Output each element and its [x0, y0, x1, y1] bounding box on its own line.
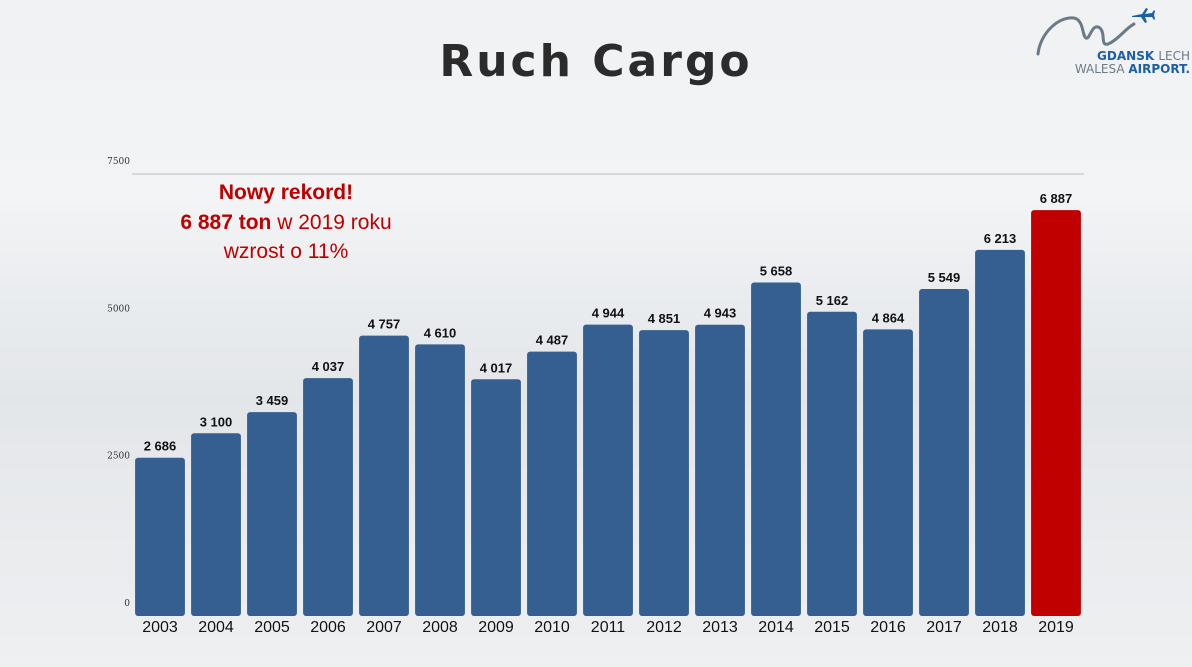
- record-value: 6 887 ton w 2019 roku: [140, 208, 432, 238]
- logo-dot: .: [1185, 62, 1190, 76]
- logo-swoosh-icon: [1036, 8, 1155, 56]
- bar-2006: [303, 378, 353, 616]
- bar-2009: [471, 379, 521, 616]
- value-label-2019: 6 887: [1040, 191, 1073, 206]
- record-value-bold: 6 887 ton: [180, 211, 272, 234]
- value-labels-group: 2 686 3 100 3 459 4 037 4 757 4 610 4 017 4 487…: [144, 191, 1073, 454]
- bar-2015: [807, 311, 857, 616]
- logo-word-airport: AIRPORT: [1128, 62, 1186, 76]
- bar-2018: [975, 249, 1025, 616]
- x-tick-label-2017: 2017: [926, 619, 962, 636]
- logo-word-lech: LECH: [1158, 49, 1190, 63]
- airport-logo: [1030, 6, 1190, 78]
- y-axis: 0 2500 5000 7500: [107, 157, 130, 609]
- logo-line-1: GDANSK LECH: [1062, 50, 1190, 63]
- record-growth: wzrost o 11%: [223, 240, 349, 263]
- x-tick-label-2016: 2016: [870, 619, 906, 636]
- bar-2012: [639, 330, 689, 616]
- airplane-icon: [1132, 8, 1155, 23]
- value-label-2008: 4 610: [424, 325, 457, 340]
- bar-2014: [751, 282, 801, 616]
- y-tick-label: 0: [124, 599, 130, 609]
- value-label-2016: 4 864: [872, 310, 905, 325]
- x-tick-label-2007: 2007: [366, 619, 402, 636]
- bar-2016: [863, 329, 913, 616]
- value-label-2003: 2 686: [144, 439, 177, 454]
- x-tick-label-2019: 2019: [1038, 619, 1074, 636]
- bar-2011: [583, 324, 633, 616]
- bar-2007: [359, 335, 409, 616]
- x-tick-label-2004: 2004: [198, 619, 234, 636]
- x-axis: 2003 2004 2005 2006 2007 2008 2009 2010 2011 2012…: [142, 619, 1074, 636]
- y-tick-label: 2500: [107, 452, 130, 462]
- bar-2013: [695, 324, 745, 616]
- x-tick-label-2015: 2015: [814, 619, 850, 636]
- value-label-2007: 4 757: [368, 317, 401, 332]
- x-tick-label-2008: 2008: [422, 619, 458, 636]
- record-annotation: Nowy rekord! 6 887 ton w 2019 roku wzros…: [140, 178, 432, 266]
- x-tick-label-2014: 2014: [758, 619, 794, 636]
- logo-word-walesa: WALESA: [1074, 62, 1125, 76]
- x-tick-label-2011: 2011: [591, 619, 626, 636]
- value-label-2012: 4 851: [648, 311, 681, 326]
- value-label-2011: 4 944: [592, 306, 625, 321]
- x-tick-label-2003: 2003: [142, 619, 178, 636]
- value-label-2009: 4 017: [480, 360, 513, 375]
- bar-2004: [191, 433, 241, 616]
- value-label-2004: 3 100: [200, 414, 233, 429]
- bar-2017: [919, 288, 969, 616]
- logo-line-2: WALESA AIRPORT.: [1062, 63, 1190, 76]
- value-label-2018: 6 213: [984, 231, 1017, 246]
- value-label-2014: 5 658: [760, 264, 793, 279]
- logo-word-gdansk: GDANSK: [1097, 49, 1155, 63]
- x-tick-label-2006: 2006: [310, 619, 346, 636]
- bar-2008: [415, 344, 465, 616]
- bar-2005: [247, 412, 297, 616]
- value-label-2006: 4 037: [312, 359, 345, 374]
- x-tick-label-2010: 2010: [534, 619, 570, 636]
- x-tick-label-2013: 2013: [702, 619, 738, 636]
- record-headline: Nowy rekord!: [218, 181, 354, 204]
- logo-text: GDANSK LECH WALESA AIRPORT.: [1062, 50, 1190, 76]
- value-label-2015: 5 162: [816, 293, 849, 308]
- y-tick-label: 5000: [107, 304, 130, 314]
- x-tick-label-2012: 2012: [646, 619, 682, 636]
- bars-group: [135, 210, 1081, 616]
- bar-2003: [135, 457, 185, 616]
- y-tick-label: 7500: [107, 157, 130, 167]
- bar-2010: [527, 351, 577, 616]
- value-label-2005: 3 459: [256, 393, 289, 408]
- bar-2019: [1031, 210, 1081, 616]
- x-tick-label-2018: 2018: [982, 619, 1018, 636]
- value-label-2017: 5 549: [928, 270, 961, 285]
- value-label-2010: 4 487: [536, 333, 569, 348]
- page-title: Ruch Cargo: [439, 36, 753, 87]
- x-tick-label-2009: 2009: [478, 619, 514, 636]
- record-value-rest: w 2019 roku: [271, 211, 392, 234]
- value-label-2013: 4 943: [704, 306, 737, 321]
- x-tick-label-2005: 2005: [254, 619, 290, 636]
